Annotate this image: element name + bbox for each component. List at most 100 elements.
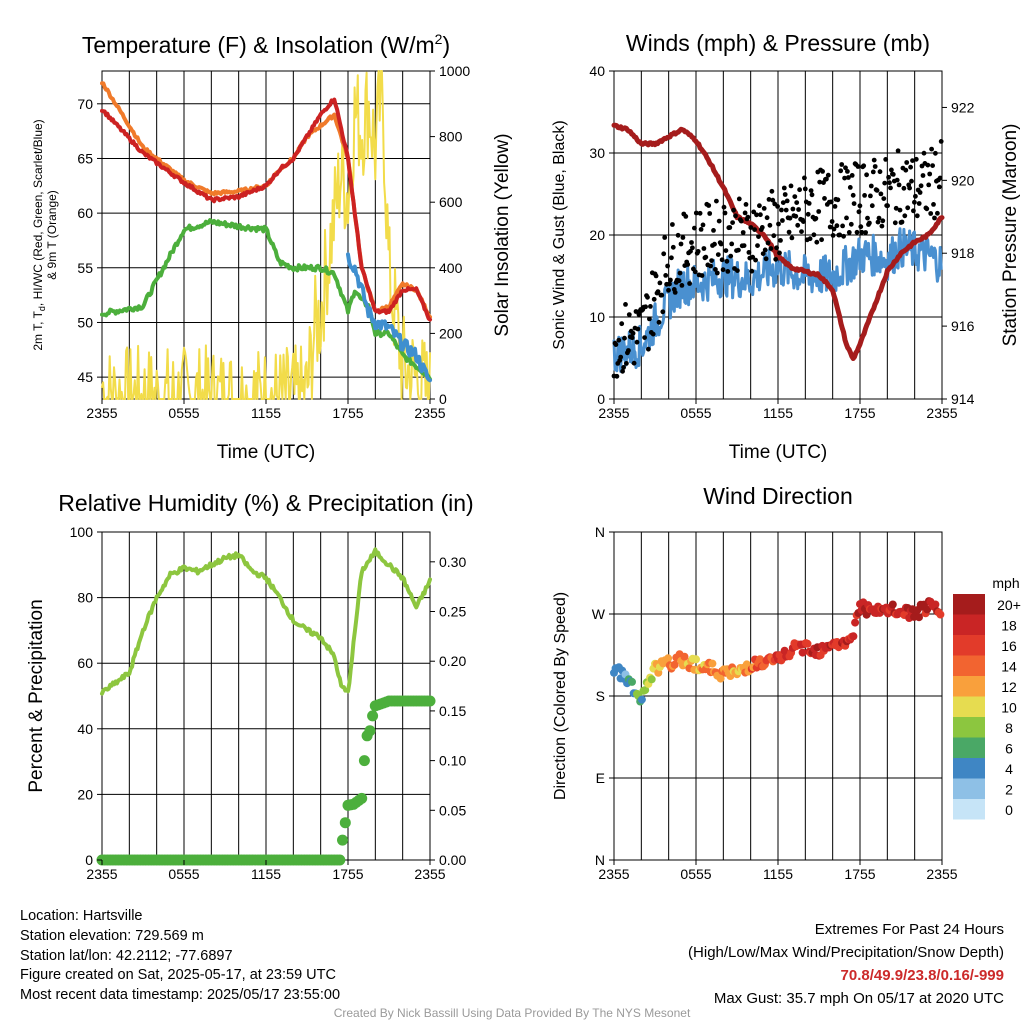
gust-point bbox=[909, 178, 914, 184]
recent-data-timestamp: Most recent data timestamp: 2025/05/17 2… bbox=[20, 987, 341, 1004]
colorbar-swatch bbox=[953, 717, 985, 738]
heat-index-wind-chill-line bbox=[346, 252, 432, 383]
y-right-tick-label: 914 bbox=[951, 391, 975, 407]
gust-point bbox=[912, 199, 917, 205]
colorbar-label: 20+ bbox=[997, 597, 1021, 613]
gust-point bbox=[840, 223, 845, 229]
winds-panel-title: Winds (mph) & Pressure (mb) bbox=[626, 30, 930, 56]
gust-point bbox=[851, 201, 857, 207]
gust-point bbox=[741, 243, 747, 249]
wind-direction-panel-title: Wind Direction bbox=[703, 483, 853, 509]
gust-point bbox=[620, 368, 625, 374]
gust-point bbox=[756, 234, 761, 240]
wind-direction-point bbox=[637, 695, 646, 704]
y-tick-label: 70 bbox=[77, 96, 93, 112]
colorbar-label: 12 bbox=[1001, 679, 1017, 695]
gust-point bbox=[783, 207, 789, 213]
gust-point bbox=[899, 219, 905, 225]
x-tick-label: 2355 bbox=[414, 405, 445, 421]
colorbar-label: 10 bbox=[1001, 700, 1017, 716]
gust-point bbox=[896, 182, 902, 188]
gust-point bbox=[938, 139, 944, 144]
gust-point bbox=[729, 241, 735, 247]
colorbar-swatch bbox=[953, 758, 985, 779]
winds-series bbox=[611, 122, 945, 379]
gust-point bbox=[780, 200, 786, 206]
y-tick-label: 0 bbox=[85, 852, 93, 868]
x-tick-label: 1755 bbox=[844, 405, 875, 421]
gust-point bbox=[809, 192, 815, 198]
colorbar-swatch bbox=[953, 799, 985, 820]
gust-point bbox=[914, 213, 920, 219]
gust-point bbox=[842, 175, 847, 181]
gust-point bbox=[855, 164, 861, 169]
gust-point bbox=[675, 232, 681, 238]
gust-point bbox=[837, 232, 843, 238]
gust-point bbox=[626, 312, 632, 317]
temperature-ylabel-left-line2: & 9m T (Orange) bbox=[45, 190, 59, 280]
gust-point bbox=[869, 203, 875, 209]
wind-direction-point bbox=[931, 600, 940, 609]
station-elevation: Station elevation: 729.569 m bbox=[20, 927, 204, 944]
gust-point bbox=[647, 316, 652, 322]
gust-point bbox=[659, 292, 665, 298]
gust-point bbox=[910, 158, 915, 164]
gust-point bbox=[816, 209, 822, 214]
gust-point bbox=[706, 203, 712, 208]
y-tick-label: 40 bbox=[77, 721, 93, 737]
gust-point bbox=[870, 169, 876, 175]
colorbar-label: 14 bbox=[1001, 659, 1017, 675]
gust-point bbox=[757, 203, 762, 209]
gust-point bbox=[865, 215, 870, 221]
gust-point bbox=[863, 230, 868, 235]
x-tick-label: 2355 bbox=[414, 866, 445, 882]
gust-point bbox=[613, 342, 619, 347]
wind-direction-point bbox=[641, 686, 650, 695]
wind-direction-point bbox=[670, 660, 679, 669]
y-tick-label: E bbox=[596, 770, 605, 786]
gust-point bbox=[886, 174, 891, 180]
gust-point bbox=[746, 250, 752, 255]
station-latlon: Station lat/lon: 42.2112; -77.6897 bbox=[20, 947, 233, 964]
gust-point bbox=[672, 290, 678, 295]
extremes-title: Extremes For Past 24 Hours bbox=[814, 921, 1004, 938]
gust-point bbox=[769, 188, 775, 194]
precipitation-point bbox=[367, 710, 379, 722]
gust-point bbox=[758, 212, 763, 218]
gust-point bbox=[733, 213, 738, 219]
colorbar-swatch bbox=[953, 676, 985, 697]
gust-point bbox=[752, 227, 757, 233]
winds-axes: 2355 0555 1155 1755 235501020304091491691892… bbox=[589, 63, 974, 421]
colorbar-swatch bbox=[953, 737, 985, 758]
gust-point bbox=[835, 197, 841, 203]
wind-direction-point bbox=[936, 610, 945, 619]
gust-point bbox=[882, 180, 888, 186]
colorbar-label: 4 bbox=[1005, 761, 1013, 777]
gust-point bbox=[716, 218, 722, 224]
gust-point bbox=[907, 185, 912, 191]
gust-point bbox=[905, 205, 911, 211]
gust-point bbox=[924, 206, 930, 212]
gust-point bbox=[621, 365, 626, 370]
gust-point bbox=[777, 250, 782, 256]
gust-point bbox=[690, 245, 695, 251]
gust-point bbox=[822, 196, 827, 201]
gust-point bbox=[834, 223, 840, 229]
gust-point bbox=[773, 256, 779, 262]
extremes-subtitle: (High/Low/Max Wind/Precipitation/Snow De… bbox=[688, 944, 1004, 961]
gust-point bbox=[735, 268, 740, 273]
gust-point bbox=[728, 253, 734, 259]
gust-point bbox=[829, 219, 835, 224]
humidity-axes: 2355 0555 1155 1755 23550204060801000.000.05… bbox=[70, 524, 467, 882]
x-tick-label: 1155 bbox=[251, 866, 281, 882]
gust-point bbox=[631, 360, 637, 366]
colorbar-label: 6 bbox=[1005, 741, 1013, 757]
y-right-tick-label: 918 bbox=[951, 245, 975, 261]
gust-point bbox=[846, 230, 852, 235]
colorbar-label: 18 bbox=[1001, 618, 1017, 634]
y-tick-label: N bbox=[595, 524, 605, 540]
max-gust: Max Gust: 35.7 mph On 05/17 at 2020 UTC bbox=[713, 990, 1004, 1007]
y-right-tick-label: 922 bbox=[951, 99, 975, 115]
